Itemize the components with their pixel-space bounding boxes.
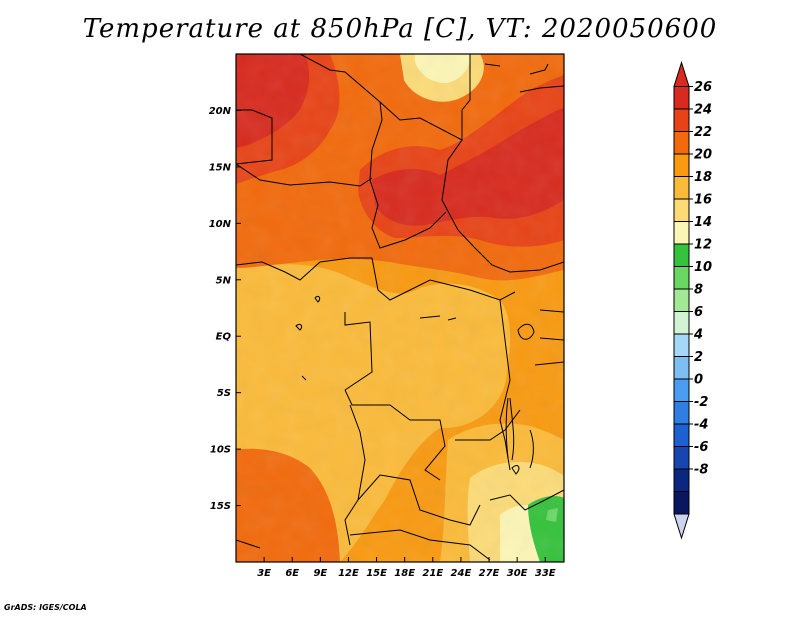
x-tick-label: 24E <box>451 568 472 579</box>
x-tick-label: 9E <box>313 568 327 579</box>
x-tick-label: 33E <box>535 568 556 579</box>
colorbar-label: 8 <box>694 283 703 298</box>
x-tick-label: 15E <box>366 568 387 579</box>
colorbar-segment <box>673 491 690 515</box>
colorbar-segment <box>673 468 690 492</box>
chart-title: Temperature at 850hPa [C], VT: 202005060… <box>82 14 718 44</box>
colorbar-label: -4 <box>694 418 708 433</box>
colorbar-segment <box>673 86 690 110</box>
y-tick-label: 10N <box>209 219 232 230</box>
colorbar-label: 0 <box>694 373 703 388</box>
colorbar-label: 22 <box>694 125 712 140</box>
colorbar-bottom-arrow <box>673 513 690 540</box>
colorbar-segment <box>673 288 690 312</box>
country-borders <box>236 54 564 561</box>
x-axis: 3E 6E 9E 12E 15E 18E 21E 24E 27E 30E 33E <box>257 557 556 579</box>
temperature-field <box>236 54 564 562</box>
colorbar-label: 20 <box>694 148 712 163</box>
colorbar-segment <box>673 198 690 222</box>
x-tick-label: 18E <box>394 568 415 579</box>
y-tick-label: EQ <box>216 332 232 343</box>
colorbar-segment <box>673 221 690 245</box>
map-frame <box>235 53 565 563</box>
colorbar-label: 18 <box>694 170 712 185</box>
colorbar-segment <box>673 446 690 470</box>
y-tick-label: 15N <box>209 162 232 173</box>
colorbar-label: 6 <box>694 305 703 320</box>
x-tick-label: 30E <box>507 568 528 579</box>
colorbar-segment <box>673 333 690 357</box>
colorbar-label: 16 <box>694 193 712 208</box>
colorbar-segment <box>673 401 690 425</box>
y-tick-label: 15S <box>210 501 231 512</box>
x-tick-label: 3E <box>257 568 271 579</box>
colorbar-segment <box>673 266 690 290</box>
colorbar-label: -6 <box>694 440 708 455</box>
colorbar-segment <box>673 423 690 447</box>
colorbar-segment <box>673 311 690 335</box>
grads-credit: GrADS: IGES/COLA <box>4 603 87 612</box>
y-tick-label: 10S <box>210 445 231 456</box>
colorbar-label: -2 <box>694 395 708 410</box>
x-tick-label: 21E <box>422 568 443 579</box>
y-tick-label: 20N <box>209 106 232 117</box>
colorbar-segment <box>673 243 690 267</box>
colorbar-segment <box>673 131 690 155</box>
lakes <box>295 295 535 475</box>
colorbar-label: 2 <box>694 350 703 365</box>
y-axis: 20N 15N 10N 5N EQ 5S 10S 15S <box>209 106 241 512</box>
colorbar-label: 24 <box>694 103 712 118</box>
colorbar-label: -8 <box>694 463 708 478</box>
x-tick-label: 6E <box>285 568 299 579</box>
colorbar-label: 26 <box>694 80 712 95</box>
colorbar-segment <box>673 108 690 132</box>
colorbar-segment <box>673 176 690 200</box>
x-tick-label: 27E <box>479 568 500 579</box>
colorbar-segment <box>673 378 690 402</box>
y-tick-label: 5N <box>216 275 232 286</box>
colorbar-segment <box>673 356 690 380</box>
colorbar-label: 14 <box>694 215 712 230</box>
colorbar-label: 10 <box>694 260 712 275</box>
y-tick-label: 5S <box>217 388 231 399</box>
x-tick-label: 12E <box>338 568 359 579</box>
colorbar-label: 12 <box>694 238 712 253</box>
colorbar-label: 4 <box>693 328 703 343</box>
colorbar-segment <box>673 153 690 177</box>
colorbar-top-arrow <box>673 60 690 87</box>
